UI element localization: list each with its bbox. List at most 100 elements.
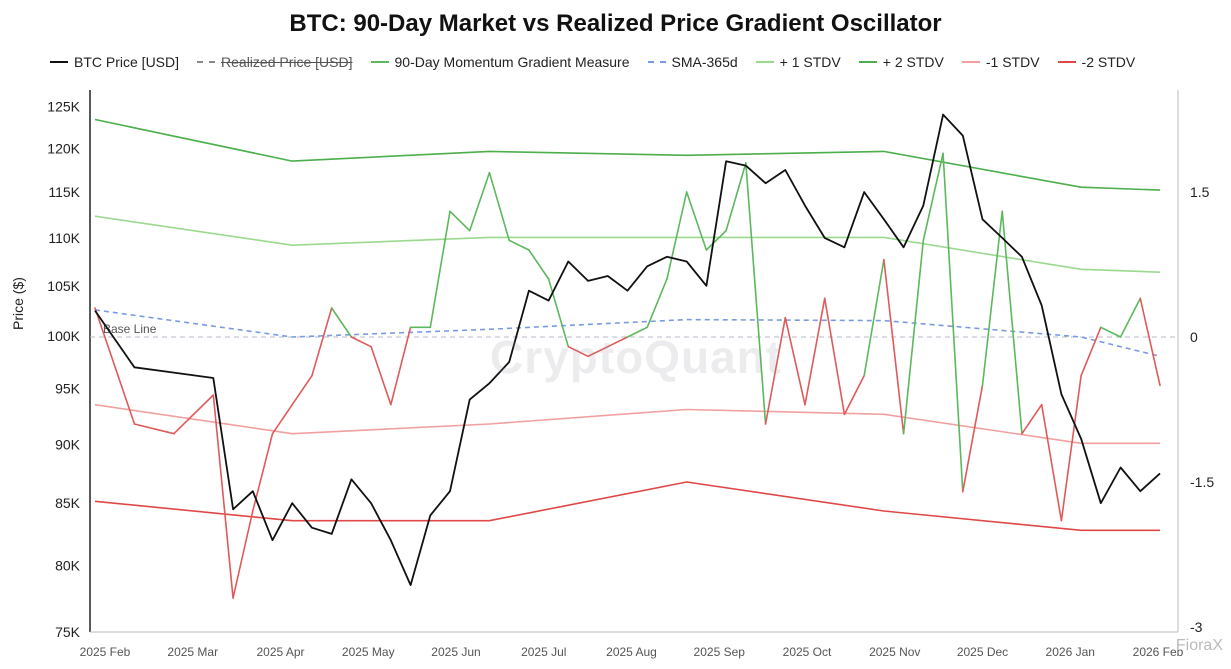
x-tick: 2025 Dec xyxy=(957,645,1008,659)
momentum-segment xyxy=(1080,326,1102,377)
momentum-segment xyxy=(606,336,629,348)
momentum-segment xyxy=(863,258,885,377)
momentum-segment xyxy=(370,345,392,406)
momentum-segment xyxy=(390,326,412,406)
momentum-segment xyxy=(94,307,136,425)
y-tick-left: 110K xyxy=(48,230,80,246)
momentum-segment xyxy=(488,171,510,242)
momentum-segment xyxy=(1040,403,1063,522)
x-tick: 2025 Aug xyxy=(606,645,657,659)
y-tick-left: 85K xyxy=(55,495,81,511)
x-tick: 2025 Jul xyxy=(521,645,566,659)
legend-label: -1 STDV xyxy=(985,54,1040,70)
series-line-btc-price-usd xyxy=(94,113,1161,586)
momentum-segment xyxy=(981,210,1004,387)
legend-swatch xyxy=(858,61,877,63)
corner-watermark: FioraX xyxy=(1175,637,1223,654)
y-tick-left: 80K xyxy=(55,558,81,574)
legend-item[interactable]: + 2 STDV xyxy=(858,52,944,72)
x-tick: 2025 May xyxy=(342,645,395,659)
legend-item[interactable]: SMA-365d xyxy=(647,52,738,72)
momentum-segment xyxy=(1060,374,1082,522)
x-tick: 2025 Oct xyxy=(783,645,832,659)
legend-item[interactable]: -2 STDV xyxy=(1057,52,1135,72)
momentum-segment xyxy=(1139,297,1161,387)
momentum-segment xyxy=(725,162,747,232)
momentum-segment xyxy=(449,210,471,232)
momentum-segment xyxy=(291,374,313,406)
momentum-segment xyxy=(764,316,787,425)
legend-item[interactable]: BTC Price [USD] xyxy=(50,52,179,72)
momentum-segment xyxy=(587,345,609,358)
y-tick-left: 95K xyxy=(55,381,81,397)
legend-label: BTC Price [USD] xyxy=(74,54,180,70)
legend-label: Realized Price [USD] xyxy=(221,54,353,70)
momentum-segment xyxy=(961,384,984,493)
legend-item[interactable]: + 1 STDV xyxy=(755,52,841,72)
momentum-segment xyxy=(883,258,905,435)
watermark: CryptoQuant xyxy=(490,331,783,383)
y-tick-left: 75K xyxy=(55,624,81,640)
momentum-segment xyxy=(133,423,175,435)
x-tick: 2026 Jan xyxy=(1046,645,1095,659)
series-line-1-stdv xyxy=(94,215,1161,273)
momentum-segment xyxy=(468,171,491,232)
momentum-segment xyxy=(666,191,688,280)
momentum-segment xyxy=(429,210,451,329)
momentum-segment xyxy=(784,316,806,406)
momentum-segment xyxy=(508,239,530,251)
momentum-segment xyxy=(1100,326,1122,338)
momentum-segment xyxy=(823,297,846,416)
momentum-segment xyxy=(843,374,865,416)
momentum-segment xyxy=(232,510,254,599)
momentum-segment xyxy=(311,307,333,377)
legend-swatch xyxy=(370,61,389,63)
momentum-segment xyxy=(567,345,589,358)
momentum-segment xyxy=(745,162,767,425)
momentum-segment xyxy=(646,278,668,329)
momentum-segment xyxy=(528,249,550,280)
momentum-segment xyxy=(922,152,944,242)
x-tick: 2025 Feb xyxy=(80,645,131,659)
legend-swatch xyxy=(755,61,774,63)
legend: BTC Price [USD] Realized Price [USD] 90-Da… xyxy=(50,52,1220,72)
x-tick: 2025 Apr xyxy=(256,645,304,659)
y-tick-left: 115K xyxy=(48,184,80,200)
momentum-segment xyxy=(350,336,372,348)
momentum-segment xyxy=(330,307,353,338)
series-line-2-stdv xyxy=(94,118,1161,191)
momentum-segment xyxy=(547,278,570,348)
y-tick-left: 105K xyxy=(47,278,80,294)
base-line-label: Base Line xyxy=(103,322,157,336)
momentum-segment xyxy=(212,394,234,599)
legend-label: 90-Day Momentum Gradient Measure xyxy=(394,54,630,70)
momentum-segment xyxy=(1001,210,1023,435)
y-tick-right: -1.5 xyxy=(1190,474,1214,490)
legend-label: SMA-365d xyxy=(671,54,738,70)
momentum-segment xyxy=(902,239,925,435)
legend-item[interactable]: 90-Day Momentum Gradient Measure xyxy=(370,52,630,72)
x-tick: 2025 Nov xyxy=(869,645,920,659)
momentum-segment xyxy=(705,229,727,251)
y-tick-left: 90K xyxy=(55,436,81,452)
legend-swatch xyxy=(197,61,216,63)
y-tick-left: 100K xyxy=(47,328,80,344)
legend-swatch xyxy=(647,61,666,63)
y-tick-left: 125K xyxy=(47,98,80,114)
y-tick-left: 120K xyxy=(47,140,80,156)
legend-label: + 1 STDV xyxy=(779,54,841,70)
momentum-segment xyxy=(626,326,649,338)
legend-swatch xyxy=(961,61,980,63)
legend-swatch xyxy=(50,61,68,63)
momentum-segment xyxy=(1119,297,1142,338)
legend-swatch xyxy=(1057,61,1076,63)
legend-item[interactable]: Realized Price [USD] xyxy=(197,52,353,72)
legend-item[interactable]: -1 STDV xyxy=(961,52,1040,72)
legend-label: + 2 STDV xyxy=(882,54,944,70)
momentum-segment xyxy=(942,152,964,493)
x-tick: 2025 Jun xyxy=(431,645,480,659)
momentum-segment xyxy=(1021,403,1043,435)
y-tick-right: 0 xyxy=(1190,329,1198,345)
series-line-1-stdv xyxy=(94,403,1160,445)
